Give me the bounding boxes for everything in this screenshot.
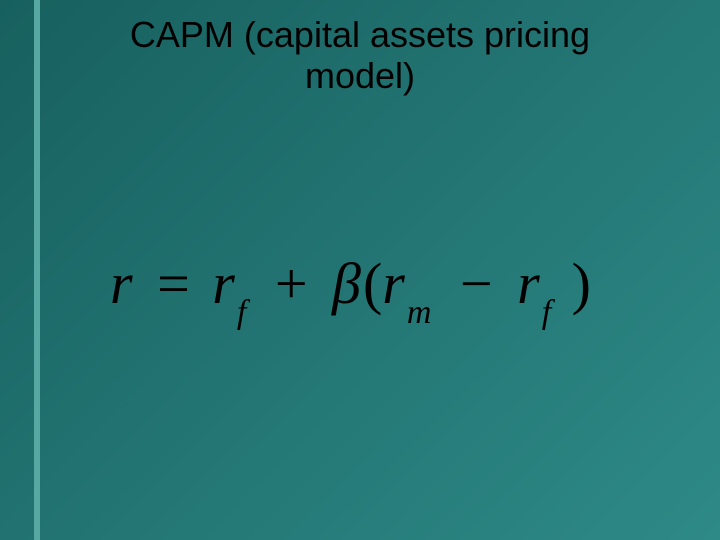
- equals-sign: =: [157, 251, 190, 316]
- slide: CAPM (capital assets pricing model) r = …: [0, 0, 720, 540]
- var-rf2-r: r: [517, 251, 540, 316]
- var-r: r: [110, 251, 133, 316]
- var-beta: β: [332, 251, 361, 316]
- title-line-2: model): [305, 55, 415, 96]
- plus-sign: +: [275, 251, 308, 316]
- left-paren: (: [363, 251, 382, 316]
- var-rf1-r: r: [212, 251, 235, 316]
- slide-title: CAPM (capital assets pricing model): [0, 0, 720, 97]
- subscript-f-1: f: [237, 294, 246, 332]
- subscript-f-2: f: [542, 294, 551, 332]
- var-rm-r: r: [382, 251, 405, 316]
- minus-sign: −: [460, 251, 493, 316]
- subscript-m: m: [407, 294, 432, 332]
- capm-formula: r = rf + β(rm − rf ): [110, 250, 591, 317]
- title-line-1: CAPM (capital assets pricing: [130, 14, 590, 55]
- right-paren: ): [572, 251, 591, 316]
